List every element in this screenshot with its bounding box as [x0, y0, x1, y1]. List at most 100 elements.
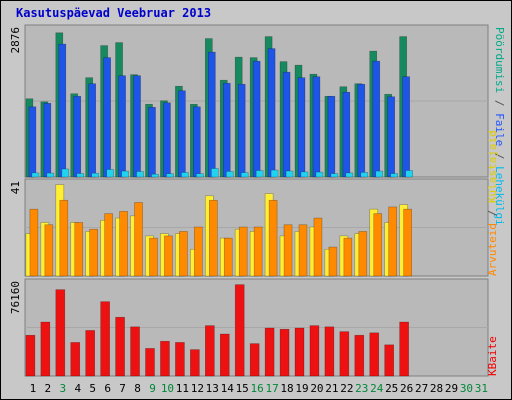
bar-arvuteid-day-2	[44, 224, 54, 277]
bar-kbaite-day-7	[115, 316, 125, 377]
bar-faile-day-22	[342, 91, 351, 178]
x-tick-day-6: 6	[104, 382, 111, 395]
bar-arvuteid-day-10	[164, 235, 173, 277]
bar-kbaite-day-12	[190, 349, 200, 377]
x-tick-day-27: 27	[415, 382, 428, 395]
bar-lehek-lgi-day-4	[76, 173, 85, 178]
bar-kbaite-day-16	[249, 343, 260, 377]
legend-entry-2-2: /	[486, 203, 499, 223]
bar-arvuteid-day-20	[313, 217, 323, 277]
bar-faile-day-26	[402, 76, 410, 178]
bar-arvuteid-day-22	[343, 237, 353, 277]
bar-faile-day-24	[372, 60, 381, 178]
x-tick-day-31: 31	[475, 382, 488, 395]
legend-entry-1-2: /	[493, 93, 506, 113]
bar-lehek-lgi-day-11	[181, 172, 189, 178]
x-tick-day-9: 9	[149, 382, 156, 395]
bar-arvuteid-day-9	[149, 237, 158, 277]
x-tick-day-25: 25	[385, 382, 398, 395]
x-tick-day-26: 26	[400, 382, 413, 395]
bar-lehek-lgi-day-5	[91, 172, 99, 178]
legend-entry-2-1: Arvuteid	[486, 223, 499, 276]
x-tick-day-5: 5	[89, 382, 96, 395]
bar-arvuteid-day-1	[29, 208, 39, 277]
bar-kbaite-day-25	[384, 344, 395, 377]
legend-entry-1-4: /	[493, 146, 506, 166]
bar-kbaite-day-19	[294, 327, 305, 377]
bar-lehek-lgi-day-9	[151, 173, 159, 178]
legend-entry-1-3: Faile	[493, 113, 506, 146]
bar-faile-day-9	[148, 106, 156, 178]
bar-lehek-lgi-day-22	[345, 172, 354, 178]
x-tick-day-2: 2	[45, 382, 52, 395]
bar-arvuteid-day-12	[194, 226, 203, 277]
bar-kbaite-day-6	[100, 301, 110, 377]
bar-lehek-lgi-day-6	[106, 169, 114, 178]
bar-arvuteid-day-25	[388, 206, 398, 277]
bar-kbaite-day-11	[175, 342, 185, 377]
x-tick-day-18: 18	[280, 382, 293, 395]
x-tick-day-8: 8	[134, 382, 141, 395]
bar-arvuteid-day-23	[358, 231, 368, 277]
bar-lehek-lgi-day-10	[166, 173, 174, 178]
bar-faile-day-5	[88, 83, 96, 178]
bar-lehek-lgi-day-26	[405, 170, 413, 178]
x-tick-day-28: 28	[430, 382, 443, 395]
bar-lehek-lgi-day-12	[196, 173, 204, 178]
bar-arvuteid-day-15	[238, 226, 248, 277]
x-tick-day-7: 7	[119, 382, 126, 395]
bar-lehek-lgi-day-24	[375, 170, 384, 178]
bar-faile-day-23	[357, 83, 366, 178]
bar-lehek-lgi-day-25	[390, 173, 399, 178]
bar-kbaite-day-2	[40, 321, 51, 377]
x-tick-day-19: 19	[295, 382, 308, 395]
bar-faile-day-14	[222, 82, 231, 178]
x-tick-day-13: 13	[206, 382, 219, 395]
x-tick-day-20: 20	[310, 382, 323, 395]
x-tick-day-16: 16	[251, 382, 264, 395]
panel-3-ymax-label: 76160	[9, 281, 22, 314]
x-tick-day-11: 11	[176, 382, 189, 395]
bar-arvuteid-day-14	[223, 237, 233, 277]
bar-faile-day-12	[193, 106, 201, 178]
bar-kbaite-day-1	[25, 334, 36, 377]
bar-kbaite-day-23	[354, 334, 365, 377]
x-tick-day-21: 21	[325, 382, 338, 395]
bar-faile-day-19	[297, 77, 306, 178]
legend-entry-3-1: KBaite	[486, 336, 499, 376]
bar-faile-day-13	[208, 51, 216, 178]
x-tick-day-22: 22	[340, 382, 353, 395]
bar-lehek-lgi-day-16	[255, 170, 264, 178]
bar-lehek-lgi-day-20	[315, 171, 324, 178]
bar-arvuteid-day-7	[119, 211, 128, 277]
x-tick-day-12: 12	[191, 382, 204, 395]
bar-lehek-lgi-day-7	[121, 170, 129, 178]
bar-kbaite-day-22	[339, 331, 350, 377]
bar-lehek-lgi-day-17	[270, 169, 279, 178]
bar-arvuteid-day-18	[283, 224, 293, 277]
bar-kbaite-day-15	[234, 284, 245, 377]
legend-entry-2-3: Külastajaid	[486, 130, 499, 203]
bar-faile-day-10	[163, 102, 171, 178]
x-tick-day-29: 29	[445, 382, 458, 395]
legend-entry-1-1: Pöördumisi	[493, 27, 506, 93]
bar-lehek-lgi-day-3	[61, 168, 70, 178]
x-tick-day-3: 3	[59, 382, 66, 395]
bar-faile-day-4	[73, 95, 82, 178]
bar-kbaite-day-18	[279, 328, 290, 377]
bar-arvuteid-day-4	[74, 222, 84, 277]
bar-arvuteid-day-8	[134, 202, 143, 277]
panel-1-ymax-label: 2876	[9, 27, 22, 54]
bar-faile-day-25	[387, 96, 396, 178]
bar-kbaite-day-20	[309, 325, 320, 377]
bar-kbaite-day-10	[160, 340, 170, 377]
bar-kbaite-day-4	[70, 342, 81, 377]
x-tick-day-4: 4	[74, 382, 81, 395]
bar-arvuteid-day-19	[298, 224, 308, 277]
bar-kbaite-day-21	[324, 326, 335, 377]
bar-kbaite-day-26	[399, 321, 409, 377]
x-tick-day-17: 17	[265, 382, 278, 395]
bar-kbaite-day-3	[55, 289, 66, 377]
bar-arvuteid-day-5	[89, 228, 98, 277]
bar-lehek-lgi-day-13	[211, 168, 219, 178]
